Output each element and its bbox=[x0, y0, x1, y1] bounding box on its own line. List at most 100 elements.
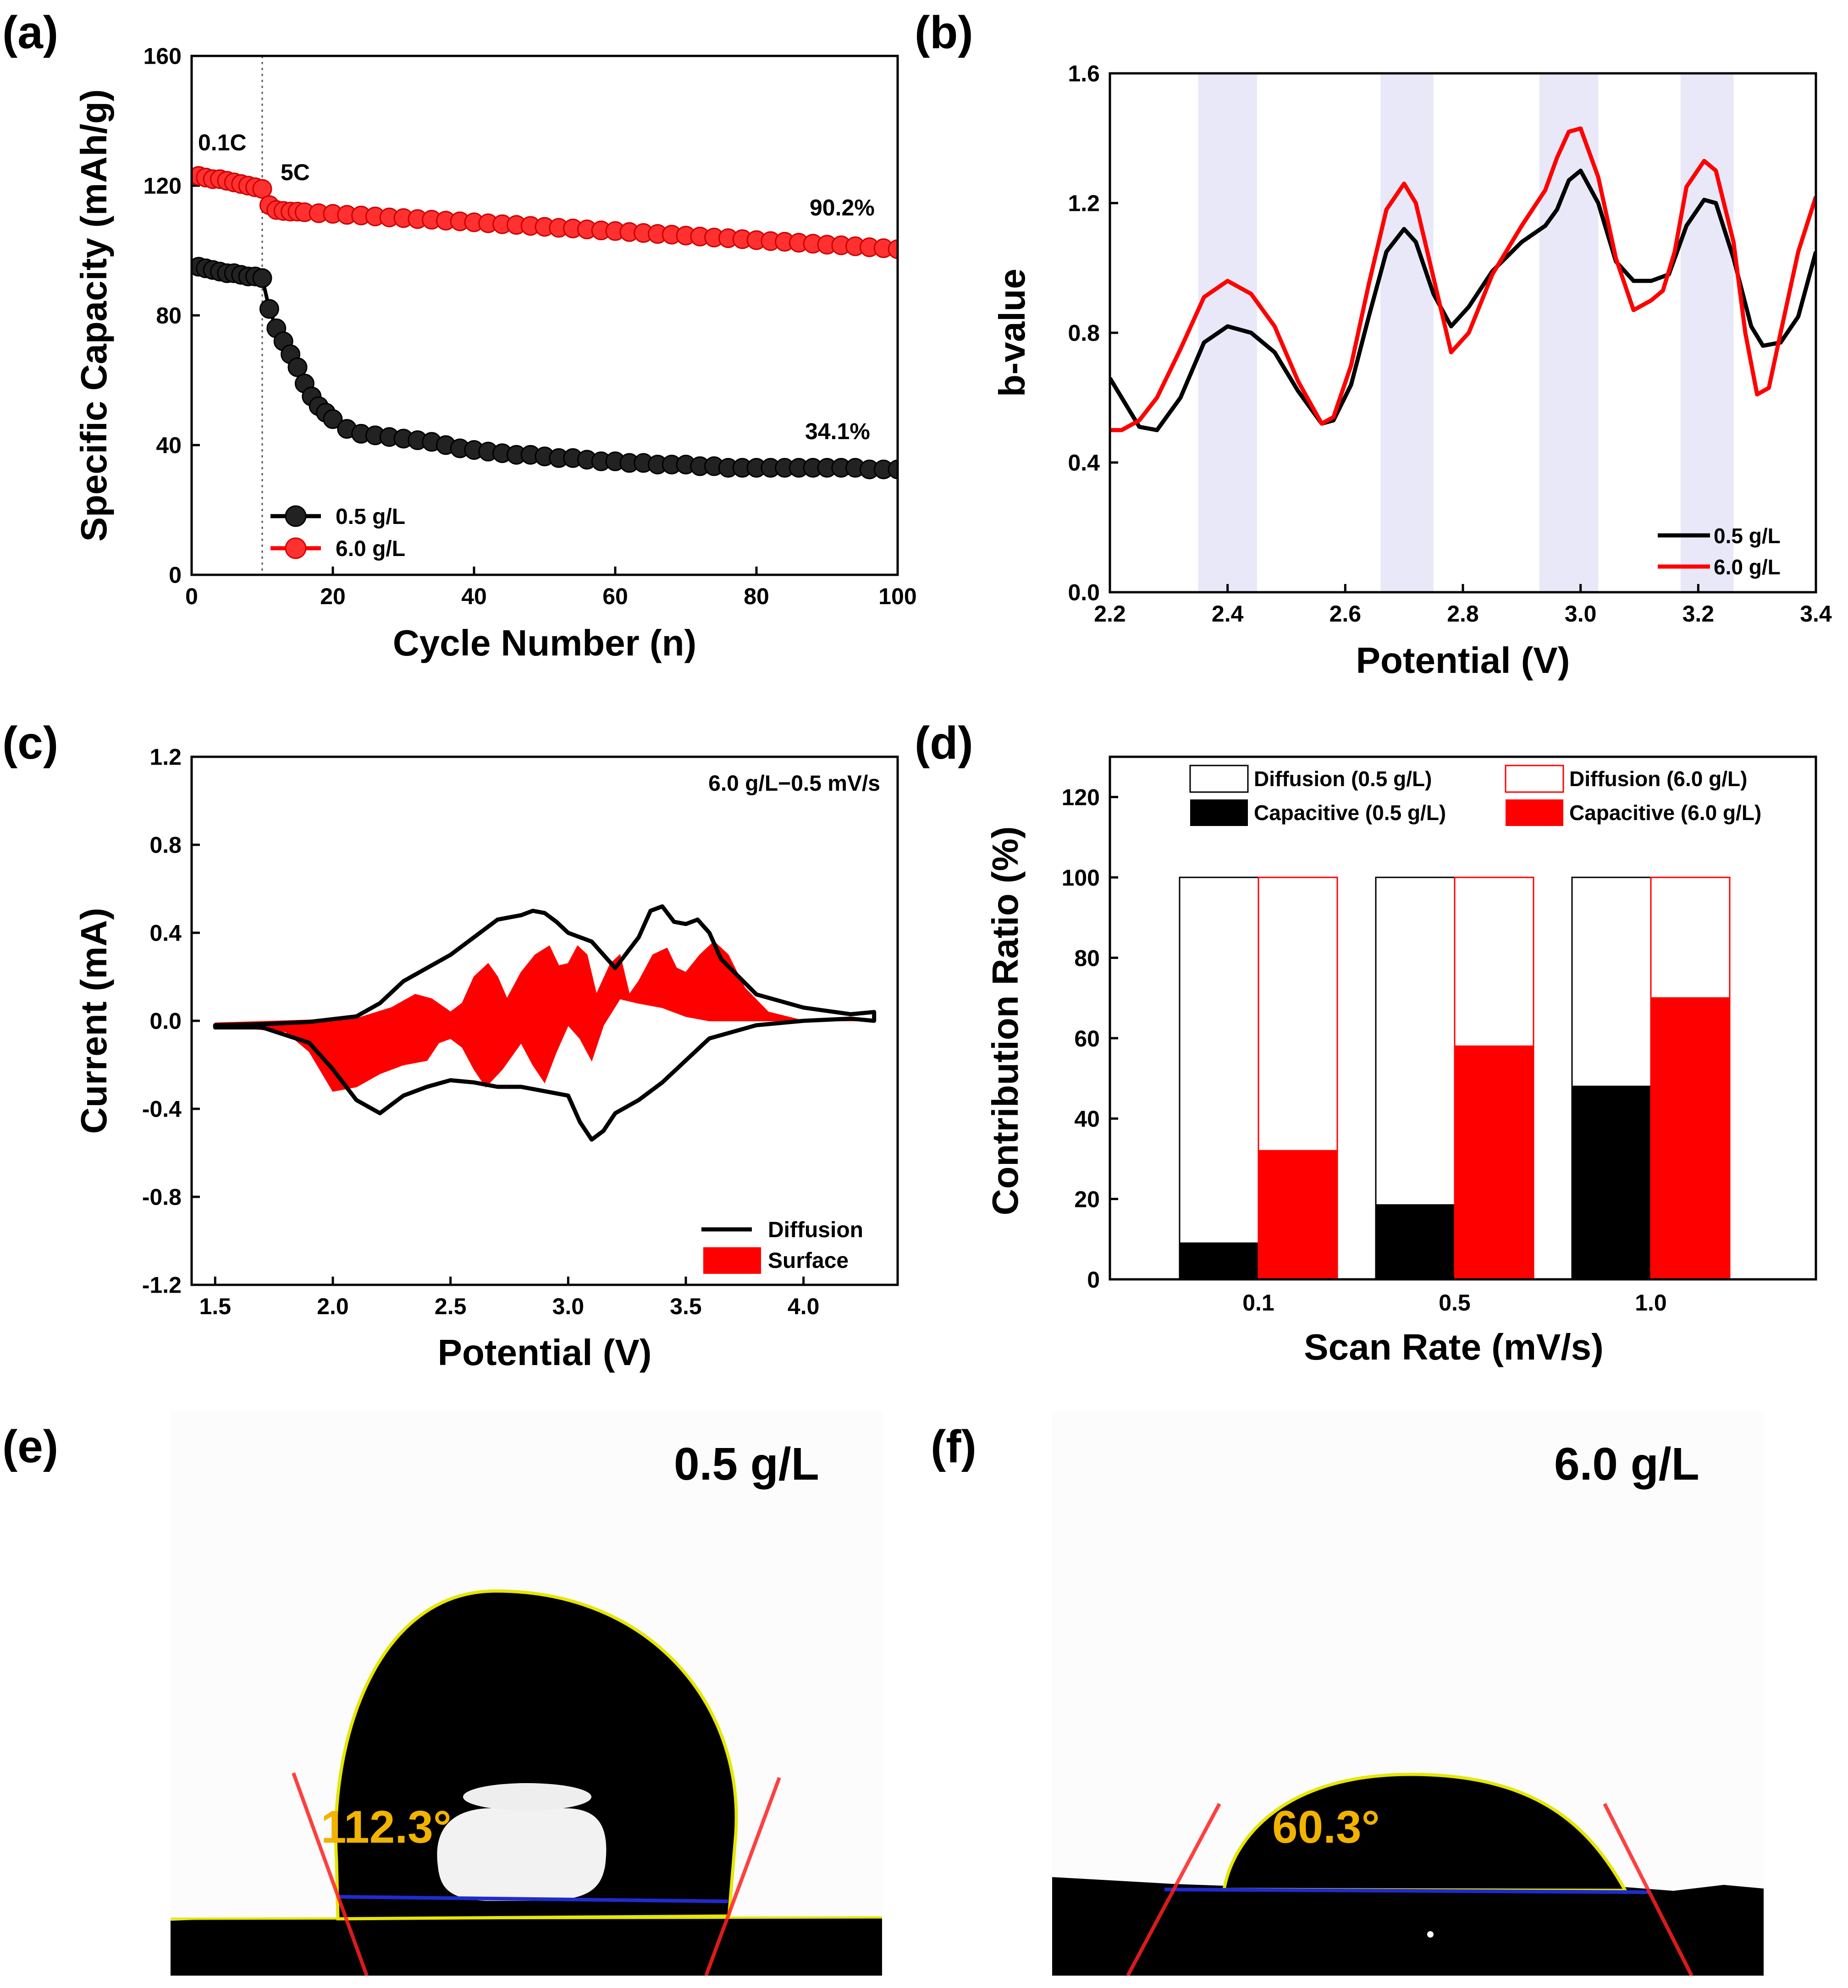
chart-d-bars bbox=[1179, 876, 1731, 1280]
chart-d-legend-cap-0-5: Capacitive (0.5 g/L) bbox=[1254, 801, 1446, 825]
photo-e-tangent-right bbox=[704, 1777, 781, 1976]
photo-e-tangent-left bbox=[292, 1772, 369, 1976]
panel-label-c: (c) bbox=[2, 717, 58, 769]
chart-a-xlabel: Cycle Number (n) bbox=[393, 622, 696, 663]
chart-a-legend-0-5: 0.5 g/L bbox=[336, 505, 405, 529]
chart-a-ylabel: Specific Capacity (mAh/g) bbox=[73, 89, 114, 542]
chart-c-xtick-label: 3.0 bbox=[552, 1294, 585, 1319]
chart-d-ytick-label: 80 bbox=[1074, 945, 1100, 971]
photo-f-tangent-left bbox=[1126, 1803, 1221, 1976]
chart-d-xlabel: Scan Rate (mV/s) bbox=[1304, 1327, 1604, 1367]
chart-c-surface-area bbox=[215, 941, 874, 1092]
chart-c-xtick-label: 2.0 bbox=[317, 1294, 349, 1319]
panel-label-f: (f) bbox=[931, 1421, 976, 1472]
chart-b: 2.2 2.4 2.6 2.8 3.0 3.2 3.4 0.0 0.4 0.8 1.2 1.6 0.5… bbox=[992, 61, 1832, 681]
chart-a-ytick-label: 0 bbox=[169, 562, 182, 588]
panel-label-d: (d) bbox=[915, 717, 973, 769]
chart-c-ytick-label: 0.0 bbox=[149, 1008, 182, 1034]
panel-label-e: (e) bbox=[2, 1421, 58, 1472]
photo-e: 0.5 g/L 112.3° bbox=[171, 1411, 882, 1976]
chart-b-bands bbox=[1198, 73, 1734, 592]
chart-d-bar-diffusion-0-5 bbox=[1375, 876, 1456, 1206]
chart-b-xtick-label: 3.0 bbox=[1565, 601, 1597, 627]
chart-b-band bbox=[1680, 73, 1734, 592]
photo-f-substrate bbox=[1052, 1877, 1764, 1976]
photo-e-baseline bbox=[339, 1895, 728, 1903]
photo-f-tangent-right bbox=[1603, 1803, 1694, 1976]
chart-d-bar-capacitive-0-5 bbox=[1571, 1085, 1652, 1280]
photo-e-sample-label: 0.5 g/L bbox=[674, 1438, 819, 1490]
chart-d-legend: Diffusion (0.5 g/L) Capacitive (0.5 g/L)… bbox=[1189, 765, 1761, 826]
chart-b-legend: 0.5 g/L 6.0 g/L bbox=[1658, 524, 1781, 579]
photo-f-sample-label: 6.0 g/L bbox=[1554, 1438, 1699, 1490]
chart-d-ytick-label: 0 bbox=[1087, 1267, 1100, 1293]
photo-e-substrate bbox=[171, 1917, 882, 1976]
chart-b-ytick-label: 1.6 bbox=[1068, 61, 1100, 87]
chart-c-ticks: 1.5 2.0 2.5 3.0 3.5 4.0 -1.2 -0.8 -0.4 0.0 0.4 0.8 1… bbox=[142, 744, 820, 1320]
chart-b-xtick-label: 3.2 bbox=[1683, 601, 1715, 627]
chart-a-annotation-34-1: 34.1% bbox=[805, 419, 870, 444]
chart-a-legend: 0.5 g/L 6.0 g/L bbox=[270, 505, 405, 561]
chart-a-annotation-0-1c: 0.1C bbox=[198, 130, 247, 155]
chart-d-bar-capacitive-0-5 bbox=[1375, 1204, 1456, 1280]
chart-b-legend-0-5: 0.5 g/L bbox=[1714, 524, 1781, 548]
chart-a-xtick-label: 60 bbox=[602, 584, 628, 609]
photo-e-contact-angle: 112.3° bbox=[321, 1801, 452, 1853]
photo-e-reflection bbox=[437, 1808, 607, 1901]
chart-a-point bbox=[252, 179, 272, 199]
chart-a-series-0-5 bbox=[192, 257, 898, 479]
chart-a-ytick-label: 120 bbox=[143, 173, 182, 199]
panel-label-b: (b) bbox=[915, 7, 973, 58]
chart-a-point bbox=[888, 239, 898, 259]
chart-b-band bbox=[1539, 73, 1599, 592]
photo-f: 6.0 g/L 60.3° bbox=[1052, 1411, 1764, 1976]
chart-c-xtick-label: 3.5 bbox=[670, 1294, 702, 1319]
chart-b-ytick-label: 0.4 bbox=[1068, 450, 1100, 476]
chart-d-legend-diff-6-0: Diffusion (6.0 g/L) bbox=[1569, 767, 1747, 791]
chart-b-ytick-label: 1.2 bbox=[1068, 191, 1100, 216]
chart-c-xtick-label: 2.5 bbox=[435, 1294, 467, 1319]
chart-c-legend-diffusion: Diffusion bbox=[768, 1218, 863, 1242]
photo-e-droplet bbox=[334, 1589, 738, 1921]
chart-c-frame bbox=[190, 755, 899, 1286]
chart-d-bar-capacitive-0-5 bbox=[1179, 1242, 1259, 1280]
chart-d-bar-diffusion-6-0 bbox=[1454, 876, 1534, 1047]
chart-a-series-6-0 bbox=[192, 166, 898, 259]
chart-b-line-0-5 bbox=[1110, 168, 1816, 432]
photo-e-highlight bbox=[463, 1783, 591, 1811]
chart-d-bar-diffusion-6-0 bbox=[1650, 876, 1731, 999]
chart-a-point bbox=[888, 459, 898, 479]
chart-b-ytick-label: 0.0 bbox=[1068, 580, 1100, 606]
chart-c-ytick-label: 1.2 bbox=[149, 744, 182, 770]
chart-c-xlabel: Potential (V) bbox=[438, 1332, 652, 1373]
chart-a-xtick-label: 20 bbox=[320, 584, 346, 609]
chart-d-legend-diff-0-5: Diffusion (0.5 g/L) bbox=[1254, 767, 1432, 791]
chart-c-ytick-label: -0.4 bbox=[142, 1096, 182, 1122]
chart-c-legend-surface: Surface bbox=[768, 1249, 849, 1273]
chart-c: 1.5 2.0 2.5 3.0 3.5 4.0 -1.2 -0.8 -0.4 0.0 0.4 0.8 1… bbox=[73, 744, 899, 1373]
chart-d-bar-capacitive-6-0 bbox=[1454, 1045, 1534, 1280]
chart-a-point bbox=[252, 268, 272, 288]
chart-a-frame bbox=[190, 55, 899, 576]
chart-d: 0 20 40 60 80 100 120 0.1 0.5 1.0 Diffusion (0.5 … bbox=[985, 755, 1817, 1367]
chart-c-ytick-label: -0.8 bbox=[142, 1184, 182, 1210]
chart-d-xtick-label: 0.5 bbox=[1439, 1290, 1471, 1316]
chart-c-diffusion-loop bbox=[213, 904, 877, 1142]
chart-a-ytick-label: 80 bbox=[156, 303, 182, 329]
chart-a-annotation-90-2: 90.2% bbox=[810, 195, 875, 220]
chart-b-xlabel: Potential (V) bbox=[1356, 640, 1570, 681]
chart-a-annotation-5c: 5C bbox=[281, 160, 310, 185]
chart-c-xtick-label: 1.5 bbox=[199, 1294, 232, 1319]
chart-b-line-6-0 bbox=[1110, 126, 1816, 432]
chart-b-legend-6-0: 6.0 g/L bbox=[1714, 555, 1781, 579]
chart-a-ticks: 0 20 40 60 80 100 0 40 80 120 160 bbox=[143, 44, 917, 610]
chart-b-frame bbox=[1109, 72, 1817, 594]
chart-a-point bbox=[287, 357, 308, 377]
chart-b-xtick-label: 2.2 bbox=[1094, 601, 1126, 627]
chart-d-ytick-label: 100 bbox=[1062, 865, 1100, 891]
chart-b-xtick-label: 2.8 bbox=[1447, 601, 1479, 627]
chart-d-ytick-label: 120 bbox=[1062, 785, 1100, 810]
chart-d-xtick-label: 0.1 bbox=[1242, 1290, 1274, 1316]
chart-d-bar-diffusion-6-0 bbox=[1258, 876, 1338, 1151]
